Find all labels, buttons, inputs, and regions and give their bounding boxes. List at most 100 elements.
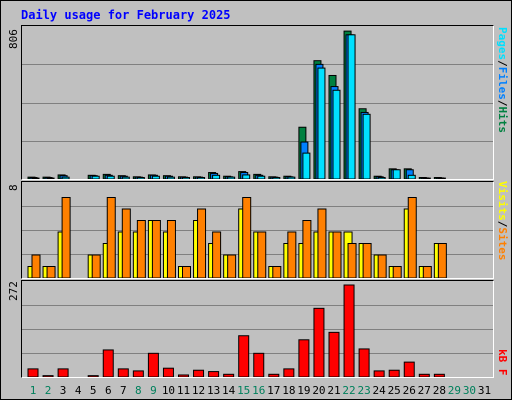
kbytes-bar [208,371,220,378]
day-label: 15 [237,384,250,397]
sites-bar [106,197,116,279]
kbytes-bar [283,368,295,378]
pages-bar [362,113,371,180]
kbytes-bar [313,307,325,378]
sites-bar [242,197,252,279]
day-label: 4 [75,384,82,397]
pages-bar [182,177,190,180]
visits-sites-panel [21,181,494,279]
sites-bar [302,220,312,279]
day-label: 29 [448,384,461,397]
sites-bar [332,231,342,279]
pages-bar [151,175,160,180]
kbytes-bar [343,284,355,378]
day-label: 18 [282,384,295,397]
pages-bar [302,152,311,180]
pages-bar [227,176,236,180]
day-label: 6 [105,384,112,397]
hits-files-pages-panel [21,25,494,180]
kbytes-bar [27,368,39,378]
middle-axis-max-label: 8 [7,184,20,191]
sites-bar [31,254,41,279]
legend-hits: Hits [496,106,509,134]
kbytes-bar [162,367,174,378]
sites-bar [182,266,191,279]
kbytes-bar [328,331,340,378]
pages-bar [272,177,281,180]
day-label: 28 [433,384,446,397]
pages-bar [212,174,221,180]
legend-sites: Sites [496,227,509,261]
visits-sites-plot [22,197,493,279]
pages-bar [121,176,130,180]
sites-bar [362,243,372,279]
day-label: 17 [267,384,280,397]
middle-legend: Visits/Sites [496,181,509,261]
kbytes-plot [22,284,493,378]
pages-bar [31,177,40,180]
pages-bar [46,177,55,180]
kbytes-bar [418,373,430,378]
sites-bar [46,266,56,279]
sites-bar [377,254,387,279]
pages-bar [407,174,416,180]
day-label: 9 [150,384,157,397]
kbytes-bar [132,370,144,378]
day-label: 20 [312,384,325,397]
kbytes-panel [21,280,494,378]
top-axis-max-label: 806 [7,29,20,49]
day-label: 16 [252,384,265,397]
bottom-legend: kB F [496,349,509,376]
kbytes-bar [403,361,415,378]
day-label: 30 [463,384,476,397]
bottom-axis-max-label: 272 [7,281,20,301]
pages-bar [136,177,145,180]
legend-files: Files [496,66,509,100]
kbytes-bar [223,373,235,378]
day-label: 1 [30,384,37,397]
sites-bar [392,266,402,279]
day-label: 22 [342,384,355,397]
sites-bar [121,208,131,279]
legend-sep-2: / [496,99,509,107]
day-label: 14 [222,384,236,397]
day-label: 5 [90,384,97,397]
sites-bar [197,208,207,279]
pages-bar [197,177,206,180]
chart-title: Daily usage for February 2025 [21,8,231,22]
sites-bar [407,197,417,279]
top-legend: Pages/Files/Hits [496,27,509,133]
pages-bar [61,176,70,180]
pages-bar [392,169,401,180]
pages-bar [91,175,100,180]
kbytes-bar [268,373,280,378]
day-label: 27 [418,384,431,397]
kbytes-bar [193,369,205,378]
day-label: 11 [177,384,190,397]
kbytes-bar [358,348,370,378]
kbytes-bar [87,375,99,378]
day-label: 23 [357,384,370,397]
sites-bar [151,220,161,279]
kbytes-bar [298,339,310,378]
day-label: 31 [478,384,491,397]
sites-bar [212,231,222,279]
legend-visits: Visits [496,181,509,221]
sites-bar [257,231,267,279]
sites-bar [91,254,101,279]
sites-bar [166,220,176,279]
pages-bar [166,176,175,180]
day-label: 24 [373,384,387,397]
day-label: 10 [162,384,175,397]
pages-bar [347,34,356,180]
day-label: 2 [45,384,52,397]
pages-bar [332,89,341,180]
day-label: 12 [192,384,205,397]
day-label: 3 [60,384,67,397]
pages-bar [377,177,386,180]
legend-kbytes: kB F [496,349,509,376]
sites-bar [227,254,237,279]
kbytes-bar [388,369,400,378]
kbytes-bar [238,335,250,378]
